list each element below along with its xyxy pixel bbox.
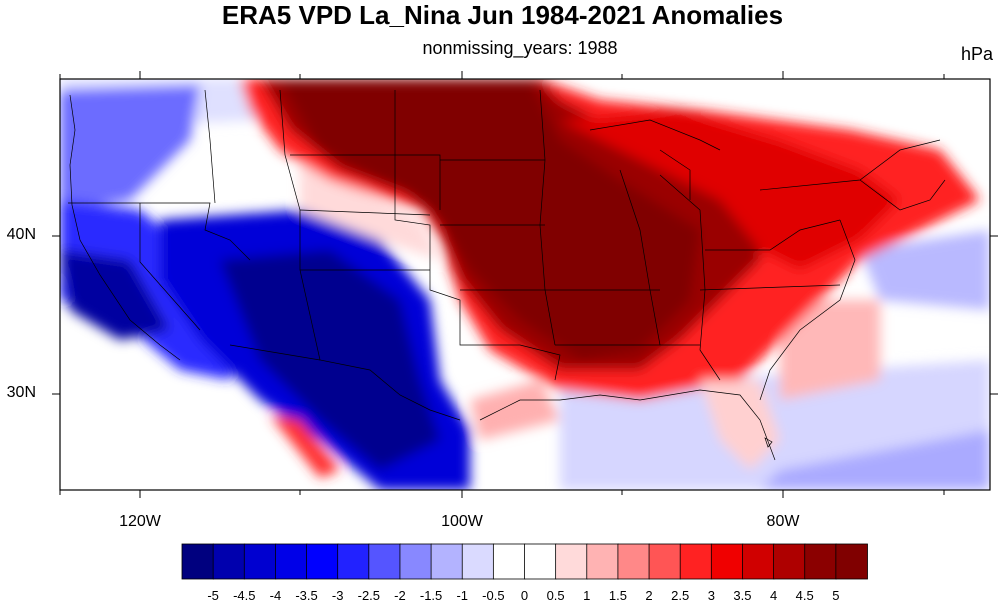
- colorbar-swatch: [181, 543, 215, 580]
- colorbar-swatch: [492, 543, 526, 580]
- colorbar-swatch: [555, 543, 588, 580]
- colorbar-tick-label: -3: [331, 588, 344, 603]
- map-subtitle: nonmissing_years: 1988: [422, 38, 618, 58]
- colorbar-tick-label: 2.5: [671, 588, 690, 603]
- colorbar-tick-label: -3.5: [295, 588, 318, 603]
- colorbar-tick-label: 0.5: [546, 588, 565, 603]
- lon-label-100w: 100W: [441, 513, 483, 530]
- colorbar-tick-label: -1: [456, 588, 468, 603]
- colorbar-swatch: [430, 543, 464, 580]
- colorbar-tick-label: -0.5: [482, 588, 505, 603]
- colorbar-tick-label: 1.5: [608, 588, 627, 603]
- colorbar-swatch: [773, 543, 806, 580]
- colorbar-swatch: [243, 543, 277, 580]
- map-frame: [59, 78, 991, 491]
- colorbar-tick-label: -2.5: [357, 588, 381, 603]
- lon-label-120w: 120W: [119, 513, 161, 530]
- colorbar-swatch: [275, 543, 308, 580]
- colorbar-tick-label: 4.5: [795, 588, 814, 603]
- colorbar-swatch: [679, 543, 713, 580]
- state-boundaries: [68, 89, 946, 461]
- colorbar-tick-label: 2: [645, 588, 653, 603]
- lat-label-30n: 30N: [6, 384, 36, 401]
- colorbar-swatch: [212, 543, 246, 580]
- colorbar-swatch: [710, 543, 744, 580]
- colorbar-tick-label: 1: [583, 588, 591, 603]
- colorbar-swatch: [399, 543, 432, 580]
- colorbar-tick-label: -4.5: [233, 588, 256, 603]
- colorbar-swatch: [306, 543, 339, 580]
- colorbar-tick-label: 3: [707, 588, 715, 603]
- colorbar-tick-label: 3.5: [733, 588, 752, 603]
- colorbar-swatch: [586, 543, 619, 580]
- colorbar-swatch: [648, 543, 682, 580]
- colorbar-tick-label: -4: [269, 588, 282, 603]
- colorbar-tick-label: 0: [520, 588, 529, 603]
- axis-ticks: [52, 71, 998, 498]
- colorbar-swatch: [804, 543, 837, 580]
- colorbar-swatch: [461, 543, 495, 580]
- map-title: ERA5 VPD La_Nina Jun 1984-2021 Anomalies: [221, 0, 784, 30]
- colorbar-swatch: [835, 543, 868, 580]
- colorbar-swatch: [337, 543, 370, 580]
- colorbar-tick-label: -5: [207, 588, 219, 603]
- lat-label-40n: 40N: [6, 226, 36, 243]
- colorbar-swatch: [742, 543, 775, 580]
- colorbar-swatch: [368, 543, 401, 580]
- colorbar-swatch: [617, 543, 650, 580]
- colorbar-swatch: [524, 543, 557, 580]
- colorbar-tick-label: 5: [832, 588, 840, 603]
- colorbar: [181, 543, 868, 580]
- colorbar-tick-label: -2: [394, 588, 406, 603]
- anomaly-field: [60, 79, 990, 490]
- units-label: hPa: [960, 44, 993, 64]
- colorbar-tick-label: -1.5: [419, 588, 443, 603]
- colorbar-tick-label: 4: [769, 588, 778, 603]
- lon-label-80w: 80W: [766, 513, 800, 530]
